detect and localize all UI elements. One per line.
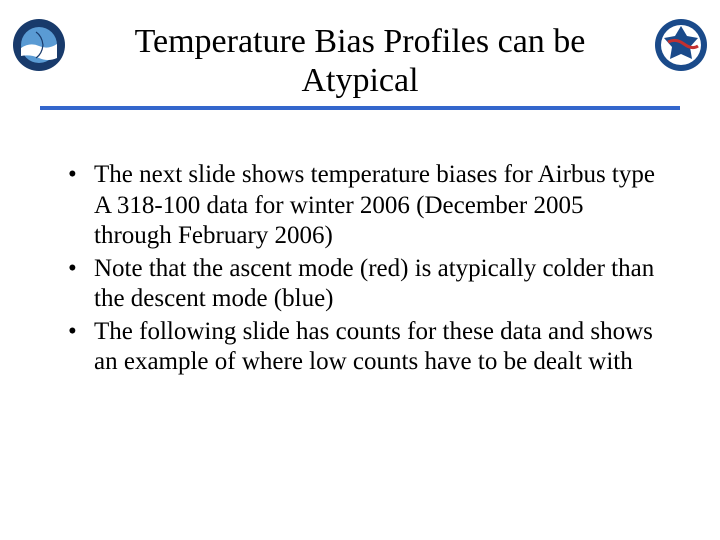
list-item: The next slide shows temperature biases …: [60, 160, 660, 252]
slide-content: The next slide shows temperature biases …: [0, 120, 720, 378]
title-underline: [40, 106, 680, 110]
list-item: The following slide has counts for these…: [60, 317, 660, 378]
slide-header: Temperature Bias Profiles can be Atypica…: [0, 0, 720, 120]
nws-logo-icon: [654, 18, 708, 72]
bullet-list: The next slide shows temperature biases …: [60, 160, 660, 378]
slide-title: Temperature Bias Profiles can be Atypica…: [0, 22, 720, 100]
list-item: Note that the ascent mode (red) is atypi…: [60, 254, 660, 315]
noaa-logo-icon: [12, 18, 66, 72]
